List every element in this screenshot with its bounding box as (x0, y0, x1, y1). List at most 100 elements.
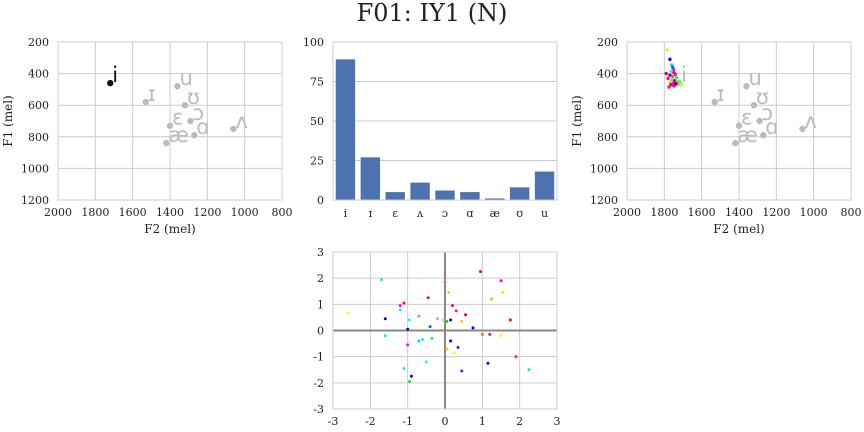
vowel-symbol: ʌ (804, 109, 816, 133)
y-tick-labels: 0 25 50 75 100 (303, 36, 324, 207)
plot-frame (332, 251, 558, 410)
y-tick-labels: 200 400 600 800 1000 1200 (21, 36, 49, 207)
x-tick-label: 1 (479, 415, 486, 428)
x-tick-label: 800 (841, 206, 862, 219)
scatter-point (398, 304, 402, 308)
x-tick-label: -3 (328, 415, 339, 428)
token-point (676, 79, 681, 84)
scatter-point (508, 318, 512, 322)
scatter-point (383, 317, 387, 321)
vowel-symbol: ɑ (196, 115, 209, 139)
x-tick-label: 1000 (800, 206, 828, 219)
y-tick-label: 600 (28, 99, 49, 112)
y-tick-label: 3 (317, 246, 324, 259)
x-tick-label: 0 (442, 415, 449, 428)
vowel-symbol: ʌ (235, 109, 247, 133)
y-tick-label: 2 (317, 272, 324, 285)
scatter-point (449, 339, 453, 343)
x-axis-label: F2 (mel) (144, 222, 195, 236)
token-point (674, 75, 679, 80)
figure-title: F01: IY1 (N) (357, 0, 508, 27)
token-vowel-chart-panel: 2000 1800 1600 1400 1200 1000 800 200 400 600 800… (570, 36, 862, 236)
y-tick-label: 1000 (590, 162, 618, 175)
scatter-point (460, 319, 464, 323)
y-tick-label: 1 (317, 298, 324, 311)
x-tick-labels: -3 -2 -1 0 1 2 3 (328, 415, 561, 428)
token-point (668, 73, 672, 77)
token-point (670, 77, 674, 82)
y-tick-labels: 200 400 600 800 1000 1200 (590, 36, 618, 207)
token-point (679, 83, 683, 87)
scatter-point (436, 317, 440, 321)
y-tick-label: 25 (310, 155, 324, 168)
scatter-point (449, 318, 453, 322)
scatter-point (514, 355, 518, 359)
vowel-point (230, 125, 237, 133)
token-point (668, 57, 672, 62)
x-tick-label: 1400 (156, 206, 184, 219)
vowel-symbol: ɔ (762, 101, 774, 125)
vowel-symbol: æ (168, 123, 189, 147)
vowel-point (181, 102, 189, 109)
category-label: æ (490, 207, 500, 220)
vowel-point (163, 139, 170, 147)
y-axis-label: F1 (mel) (1, 95, 15, 146)
scatter-point (409, 374, 413, 378)
x-tick-label: 1800 (81, 206, 109, 219)
y-tick-label: 1000 (21, 162, 49, 175)
category-label: u (541, 207, 548, 220)
x-tick-label: 2000 (613, 206, 641, 219)
scatter-point (499, 334, 503, 338)
vowel-point (750, 102, 758, 109)
x-tick-label: 2 (516, 415, 523, 428)
scatter-point (454, 309, 458, 313)
scatter-point (527, 368, 531, 372)
scatter-point (486, 361, 490, 365)
scatter-point (424, 360, 428, 364)
vowel-symbol: ɔ (193, 101, 205, 125)
bars (335, 59, 555, 200)
vowel-symbol: i (112, 63, 118, 87)
category-label: ɑ (466, 207, 473, 220)
y-tick-label: 200 (28, 36, 49, 49)
bar (335, 59, 356, 200)
scatter-point (456, 346, 460, 350)
scatter-point (450, 304, 454, 308)
y-tick-label: 800 (28, 131, 49, 144)
y-tick-label: 600 (597, 99, 618, 112)
vowel-symbol: æ (737, 123, 758, 147)
plot-frame (332, 41, 558, 201)
zero-axes (333, 252, 557, 409)
scatter-point (380, 277, 384, 281)
scatter-point (426, 296, 430, 300)
vowel-point (191, 132, 198, 139)
scatter-point (417, 339, 421, 343)
vowel-point (735, 122, 743, 129)
scatter-point (406, 327, 410, 331)
bar (485, 198, 505, 200)
scatter-point (490, 297, 494, 301)
projection-scatter-panel: -3 -2 -1 0 1 2 3 -3 -2 -1 0 1 2 3 (313, 246, 560, 428)
y-axis-label: F1 (mel) (570, 95, 584, 146)
x-tick-label: -2 (365, 415, 376, 428)
x-tick-label: 1000 (231, 206, 259, 219)
scatter-point (499, 279, 503, 283)
category-label: i (344, 207, 348, 220)
y-tick-label: 400 (597, 68, 618, 81)
category-label: ʌ (416, 207, 424, 220)
token-point (671, 81, 675, 85)
vowel-symbol: ɪ (148, 82, 156, 106)
scatter-point (464, 313, 468, 317)
token-point (671, 74, 675, 79)
scatter-point (406, 343, 410, 347)
vowel-symbol: ʊ (187, 85, 200, 109)
bar (435, 190, 455, 200)
scatter-point (428, 325, 432, 329)
y-tick-label: 0 (317, 194, 324, 207)
token-points (664, 48, 683, 89)
y-tick-label: 1200 (590, 194, 618, 207)
y-tick-label: 50 (310, 115, 324, 128)
category-label: ɛ (392, 207, 398, 220)
vowel-point (756, 117, 763, 125)
